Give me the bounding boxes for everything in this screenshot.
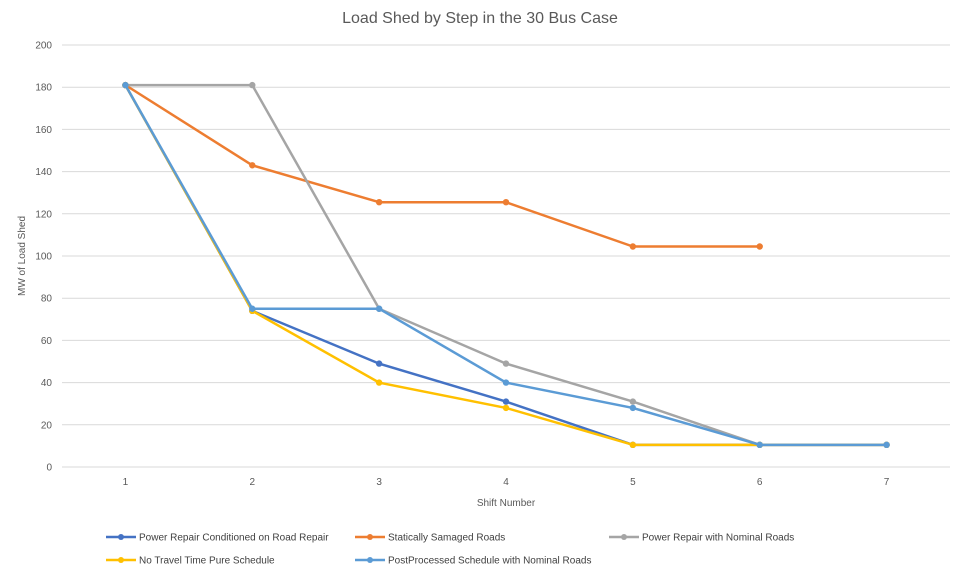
data-point — [629, 243, 637, 250]
series-3 — [122, 81, 890, 449]
data-point — [122, 81, 129, 89]
data-point — [502, 379, 510, 386]
x-axis-ticks: 1 2 3 4 5 6 7 — [123, 477, 890, 488]
y-axis-label: MW of Load Shed — [17, 216, 28, 296]
data-point — [249, 81, 256, 89]
legend-label: Statically Samaged Roads — [388, 533, 505, 544]
data-point — [375, 198, 383, 206]
series-4 — [122, 81, 890, 449]
legend-label: Power Repair with Nominal Roads — [642, 533, 794, 544]
data-point — [375, 379, 383, 386]
y-tick-label: 160 — [35, 125, 52, 136]
data-point — [883, 441, 890, 449]
legend-item: Power Repair Conditioned on Road Repair — [106, 533, 329, 544]
series-line — [124, 83, 888, 447]
y-tick-label: 140 — [35, 167, 52, 178]
y-tick-label: 0 — [46, 463, 52, 474]
series-2 — [122, 81, 763, 250]
legend-item: Statically Samaged Roads — [355, 533, 505, 544]
x-axis-label: Shift Number — [477, 498, 536, 509]
y-tick-label: 180 — [35, 83, 52, 94]
legend-marker — [367, 557, 373, 563]
y-axis-ticks: 0 20 40 60 80 100 120 140 160 180 200 — [35, 41, 52, 474]
legend: Power Repair Conditioned on Road Repair S… — [106, 533, 794, 567]
x-tick-label: 4 — [503, 477, 509, 488]
series-line — [124, 83, 888, 447]
legend-marker — [621, 534, 627, 540]
data-point — [249, 305, 256, 312]
series-line — [124, 83, 761, 248]
chart-title: Load Shed by Step in the 30 Bus Case — [342, 10, 618, 27]
data-point — [629, 404, 637, 412]
data-point — [629, 441, 637, 449]
x-tick-label: 2 — [250, 477, 256, 488]
x-tick-label: 6 — [757, 477, 763, 488]
y-tick-label: 100 — [35, 252, 52, 263]
data-point — [502, 404, 510, 412]
y-tick-label: 80 — [41, 294, 53, 305]
x-tick-label: 3 — [376, 477, 382, 488]
legend-item: No Travel Time Pure Schedule — [106, 556, 275, 567]
data-point — [629, 398, 637, 405]
legend-label: No Travel Time Pure Schedule — [139, 556, 275, 567]
series-lines — [122, 81, 890, 449]
y-tick-label: 60 — [41, 336, 53, 347]
legend-marker — [367, 534, 373, 540]
y-tick-label: 120 — [35, 209, 52, 220]
data-point — [502, 398, 510, 405]
legend-label: Power Repair Conditioned on Road Repair — [139, 533, 329, 544]
data-point — [756, 243, 763, 250]
legend-label: PostProcessed Schedule with Nominal Road… — [388, 556, 591, 567]
legend-item: Power Repair with Nominal Roads — [609, 533, 794, 544]
data-point — [502, 360, 510, 367]
legend-marker — [118, 557, 124, 563]
data-point — [756, 441, 763, 449]
series-5 — [122, 81, 890, 449]
series-line — [124, 83, 888, 447]
y-tick-label: 20 — [41, 420, 53, 431]
x-tick-label: 5 — [630, 477, 636, 488]
y-tick-label: 200 — [35, 41, 52, 52]
data-point — [375, 305, 383, 312]
x-tick-label: 7 — [884, 477, 890, 488]
series-1 — [122, 81, 890, 449]
x-tick-label: 1 — [123, 477, 129, 488]
data-point — [375, 360, 383, 367]
legend-marker — [118, 534, 124, 540]
gridlines — [62, 44, 950, 468]
y-tick-label: 40 — [41, 378, 53, 389]
data-point — [502, 198, 510, 206]
series-line — [124, 83, 888, 447]
legend-item: PostProcessed Schedule with Nominal Road… — [355, 556, 591, 567]
data-point — [249, 162, 256, 169]
